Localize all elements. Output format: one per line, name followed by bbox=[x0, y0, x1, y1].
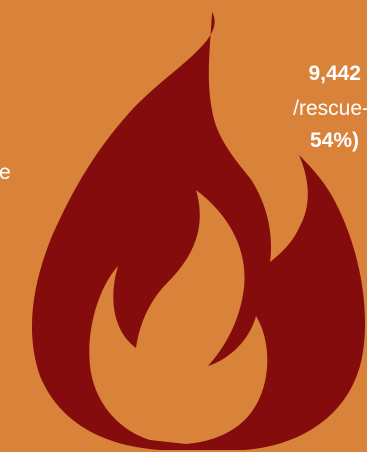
flame-icon bbox=[31, 12, 366, 450]
flame-graphic bbox=[31, 12, 366, 450]
